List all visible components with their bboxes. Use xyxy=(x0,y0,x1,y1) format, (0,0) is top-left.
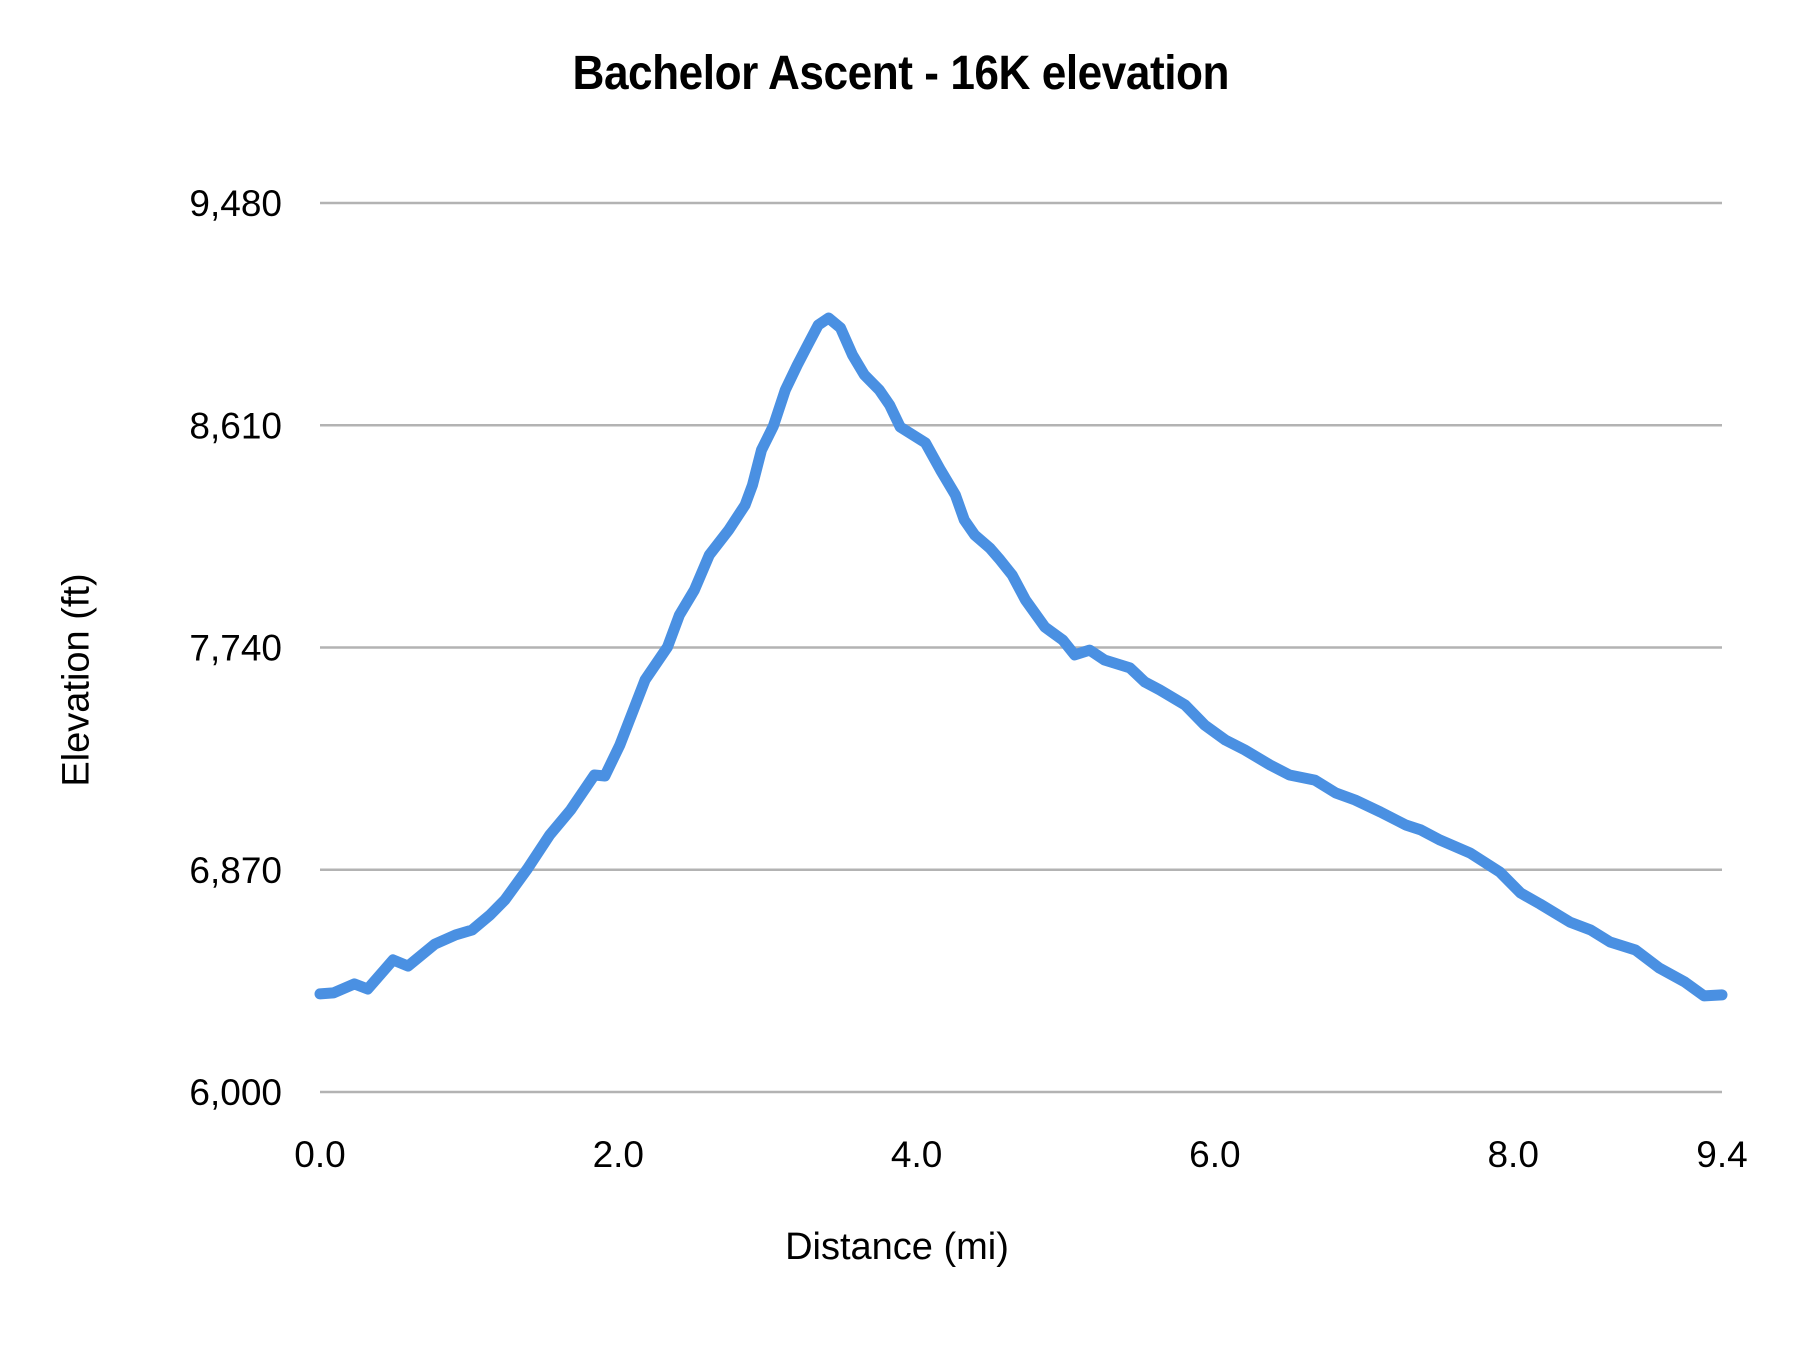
gridlines xyxy=(320,201,1722,1094)
y-tick-label: 7,740 xyxy=(189,628,282,669)
x-tick-label: 6.0 xyxy=(1189,1134,1240,1175)
y-axis-tick-labels: 6,000 6,870 7,740 8,610 9,480 xyxy=(189,183,282,1113)
x-tick-label: 4.0 xyxy=(891,1134,942,1175)
y-tick-label: 9,480 xyxy=(189,183,282,224)
x-axis-title: Distance (mi) xyxy=(785,1226,1009,1268)
y-tick-label: 6,870 xyxy=(189,850,282,891)
chart-title: Bachelor Ascent - 16K elevation xyxy=(572,47,1230,100)
y-tick-label: 8,610 xyxy=(189,405,282,446)
x-tick-label: 2.0 xyxy=(593,1134,644,1175)
x-tick-label: 8.0 xyxy=(1487,1134,1538,1175)
x-tick-label: 0.0 xyxy=(294,1134,345,1175)
series-layer xyxy=(314,312,1728,1002)
x-axis-tick-labels: 0.0 2.0 4.0 6.0 8.0 9.4 xyxy=(294,1134,1747,1175)
y-tick-label: 6,000 xyxy=(189,1072,282,1113)
elevation-line xyxy=(314,312,1728,1002)
x-tick-label: 9.4 xyxy=(1696,1134,1747,1175)
